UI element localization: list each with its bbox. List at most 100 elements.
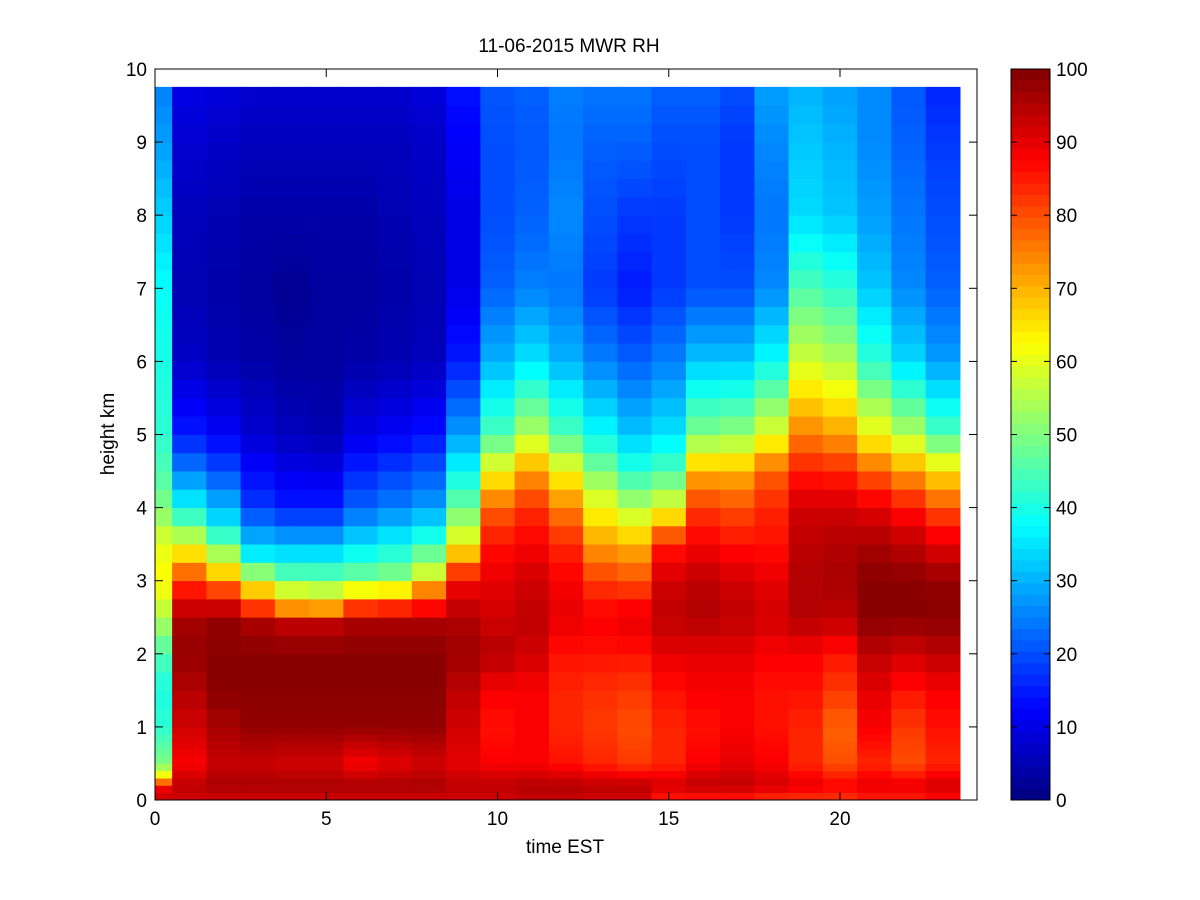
heatmap-cell bbox=[617, 755, 653, 764]
heatmap-cell bbox=[480, 726, 516, 735]
heatmap-cell bbox=[651, 562, 687, 582]
colorbar-swatch bbox=[1011, 228, 1050, 241]
heatmap-cell bbox=[309, 598, 344, 618]
heatmap-cell bbox=[309, 251, 344, 271]
heatmap-cell bbox=[514, 287, 550, 307]
colorbar-swatch bbox=[1011, 765, 1050, 778]
heatmap-cell bbox=[446, 562, 481, 582]
heatmap-cell bbox=[240, 342, 276, 362]
heatmap-cell bbox=[480, 653, 516, 673]
heatmap-cell bbox=[925, 251, 961, 271]
heatmap-cell bbox=[155, 178, 173, 198]
heatmap-cell bbox=[206, 196, 242, 216]
heatmap-cell bbox=[206, 777, 242, 786]
heatmap-cell bbox=[274, 159, 310, 180]
heatmap-cell bbox=[583, 784, 618, 794]
heatmap-cell bbox=[925, 792, 961, 801]
heatmap-cell bbox=[720, 434, 755, 454]
heatmap-cell bbox=[411, 635, 447, 655]
heatmap-cell bbox=[857, 770, 892, 779]
heatmap-cell bbox=[720, 689, 755, 710]
heatmap-cell bbox=[206, 379, 242, 399]
heatmap-cell bbox=[309, 123, 344, 143]
heatmap-cell bbox=[240, 635, 276, 655]
heatmap-cell bbox=[925, 342, 961, 362]
heatmap-cell bbox=[309, 159, 344, 180]
heatmap-cell bbox=[155, 287, 173, 307]
heatmap-cell bbox=[480, 123, 516, 143]
heatmap-cell bbox=[514, 755, 550, 764]
heatmap-cell bbox=[514, 105, 550, 125]
heatmap-cell bbox=[206, 543, 242, 563]
heatmap-cell bbox=[891, 562, 927, 582]
heatmap-cell bbox=[925, 784, 961, 794]
heatmap-cell bbox=[685, 525, 721, 545]
heatmap-cell bbox=[480, 733, 516, 742]
heatmap-cell bbox=[411, 507, 447, 527]
heatmap-cell bbox=[891, 616, 927, 636]
colorbar-swatch bbox=[1011, 262, 1050, 275]
heatmap-cell bbox=[685, 105, 721, 125]
heatmap-cell bbox=[309, 214, 344, 234]
heatmap-cell bbox=[514, 777, 550, 786]
heatmap-cell bbox=[822, 777, 858, 786]
heatmap-cell bbox=[925, 580, 961, 600]
heatmap-cell bbox=[480, 251, 516, 271]
heatmap-cell bbox=[206, 562, 242, 582]
heatmap-cell bbox=[651, 214, 687, 234]
colorbar-swatch bbox=[1011, 342, 1050, 355]
heatmap-cell bbox=[925, 159, 961, 180]
heatmap-cell bbox=[172, 726, 207, 735]
heatmap-cell bbox=[548, 141, 584, 161]
heatmap-cell bbox=[155, 580, 173, 600]
colorbar-swatch bbox=[1011, 171, 1050, 184]
heatmap-cell bbox=[155, 141, 173, 161]
colorbar-tick-label: 40 bbox=[1056, 499, 1077, 520]
heatmap-cell bbox=[240, 784, 276, 794]
heatmap-cell bbox=[343, 214, 379, 234]
heatmap-cell bbox=[446, 616, 481, 636]
heatmap-cell bbox=[685, 792, 721, 801]
heatmap-cell bbox=[925, 196, 961, 216]
heatmap-cell bbox=[925, 452, 961, 472]
heatmap-cell bbox=[514, 452, 550, 472]
heatmap-cell bbox=[377, 361, 413, 381]
heatmap-cell bbox=[583, 507, 618, 527]
colorbar-swatch bbox=[1011, 605, 1050, 618]
heatmap-cell bbox=[377, 671, 413, 691]
heatmap-cell bbox=[206, 689, 242, 710]
heatmap-cell bbox=[206, 415, 242, 435]
heatmap-cell bbox=[240, 233, 276, 253]
heatmap-cell bbox=[155, 635, 173, 655]
heatmap-cell bbox=[172, 105, 207, 125]
heatmap-cell bbox=[274, 598, 310, 618]
colorbar-swatch bbox=[1011, 651, 1050, 664]
heatmap-cell bbox=[651, 287, 687, 307]
heatmap-cell bbox=[446, 741, 481, 750]
heatmap-cell bbox=[206, 784, 242, 794]
heatmap-cell bbox=[685, 287, 721, 307]
heatmap-cell bbox=[548, 324, 584, 344]
heatmap-cell bbox=[583, 726, 618, 735]
heatmap-cell bbox=[891, 708, 927, 728]
heatmap-cell bbox=[548, 562, 584, 582]
heatmap-cell bbox=[857, 269, 892, 289]
heatmap-cell bbox=[754, 342, 790, 362]
heatmap-cell bbox=[822, 748, 858, 757]
heatmap-cell bbox=[583, 598, 618, 618]
heatmap-cell bbox=[583, 748, 618, 757]
heatmap-cell bbox=[891, 452, 927, 472]
heatmap-cell bbox=[583, 105, 618, 125]
heatmap-cell bbox=[411, 178, 447, 198]
heatmap-cell bbox=[720, 653, 755, 673]
heatmap-cell bbox=[925, 470, 961, 490]
heatmap-cell bbox=[411, 415, 447, 435]
heatmap-cell bbox=[514, 397, 550, 417]
heatmap-cell bbox=[685, 470, 721, 490]
heatmap-cell bbox=[411, 792, 447, 801]
heatmap-cell bbox=[480, 141, 516, 161]
heatmap-cell bbox=[155, 507, 173, 527]
heatmap-cell bbox=[240, 792, 276, 801]
heatmap-cell bbox=[891, 763, 927, 772]
heatmap-cell bbox=[274, 415, 310, 435]
